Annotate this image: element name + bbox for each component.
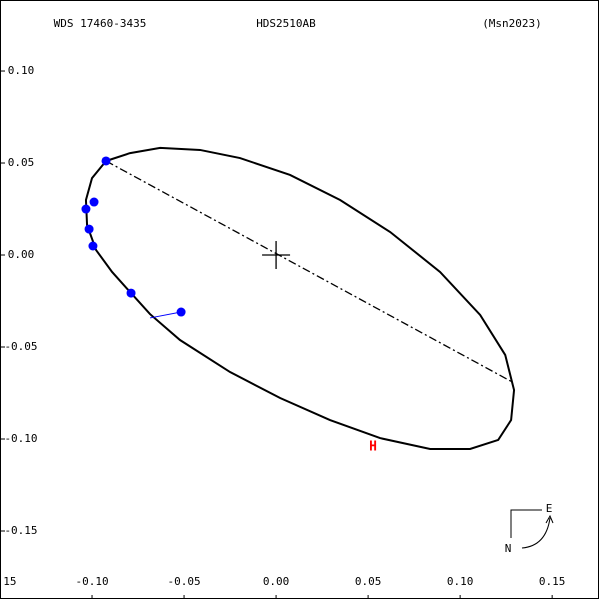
x-tick-label: 0.00	[263, 575, 290, 588]
compass-north: N	[505, 542, 512, 555]
compass-arrowhead	[545, 514, 554, 524]
line-of-apsides	[105, 160, 513, 383]
y-tick-label: -0.10	[4, 432, 37, 445]
x-tick-label: 0.15	[539, 575, 566, 588]
annotation: H	[369, 439, 377, 454]
y-tick-label: 0.00	[8, 248, 35, 261]
header-right: (Msn2023)	[482, 17, 542, 30]
observation	[126, 288, 136, 298]
observation	[89, 197, 99, 207]
x-tick-label: -0.15	[0, 575, 17, 588]
observation	[101, 156, 111, 166]
observation	[84, 224, 94, 234]
y-tick-label: -0.15	[4, 524, 37, 537]
compass-axes	[510, 509, 542, 538]
compass-east: E	[546, 502, 553, 515]
y-tick-label: -0.05	[4, 340, 37, 353]
observation	[88, 241, 98, 251]
chart-title: HDS2510AB	[256, 17, 316, 30]
x-tick-label: -0.10	[75, 575, 108, 588]
residual-line	[149, 311, 182, 319]
y-tick-label: 0.05	[8, 156, 35, 169]
header-left: WDS 17460-3435	[54, 17, 147, 30]
observation	[81, 204, 91, 214]
x-tick-label: -0.05	[167, 575, 200, 588]
compass-arrow	[521, 517, 551, 549]
x-tick-label: 0.10	[447, 575, 474, 588]
compass: E N	[505, 502, 554, 555]
y-tick-label: 0.10	[8, 64, 35, 77]
observation	[176, 307, 186, 317]
x-tick-label: 0.05	[355, 575, 382, 588]
orbit	[84, 146, 516, 450]
